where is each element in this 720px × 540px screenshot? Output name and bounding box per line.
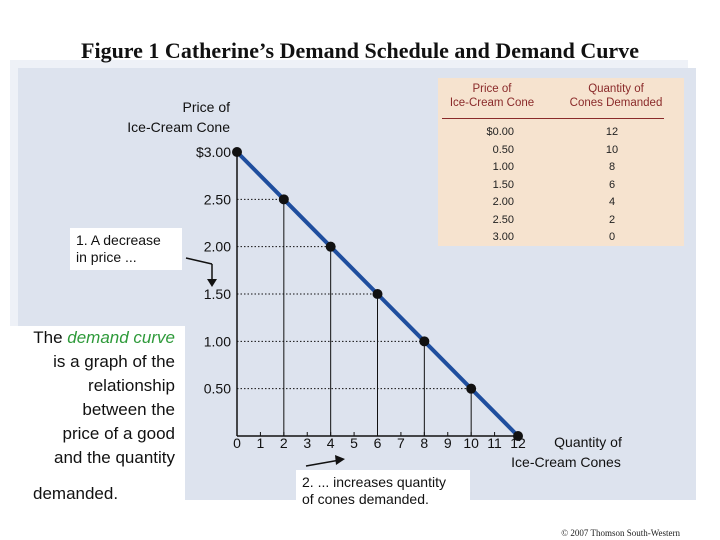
table-quantity-column: 12 10 8 6 4 2 0 [586, 124, 638, 247]
table-cell-quantity: 0 [608, 231, 616, 243]
demand-point [513, 431, 523, 441]
price-down-arrowhead [207, 279, 217, 287]
table-cell-price: 1.00 [492, 161, 514, 173]
quantity-right-arrow [305, 459, 341, 467]
y-tick-label: 1.50 [204, 286, 231, 302]
definition-line-1: The demand curve [0, 326, 175, 350]
table-cell-quantity: 10 [605, 143, 619, 156]
table-header-quantity-line1: Quantity of [588, 83, 644, 95]
definition-last-line: demanded. [33, 484, 119, 503]
axes [236, 148, 522, 437]
table-cell-price: 1.50 [492, 178, 514, 191]
demand-point [419, 336, 430, 347]
table-header-rule [442, 118, 664, 119]
y-tick-label: 2.50 [204, 191, 231, 207]
price-decrease-note-line2: in price ... [76, 249, 137, 265]
table-cell-quantity: 4 [608, 196, 616, 208]
table-cell-price: 2.50 [492, 213, 514, 226]
definition-box: The demand curve is a graph of the relat… [0, 326, 185, 504]
x-axis-label-line1: Quantity of [554, 434, 622, 450]
x-tick-label: 1 [257, 435, 265, 451]
table-cell-quantity: 8 [608, 161, 616, 173]
price-decrease-note: 1. A decrease in price ... [70, 228, 182, 270]
demand-point [372, 289, 383, 299]
figure-title: Figure 1 Catherine’s Demand Schedule and… [81, 38, 639, 63]
definition-line: is a graph of the [53, 352, 175, 371]
quantity-right-arrowhead [335, 455, 345, 465]
table-price-column: $0.00 0.50 1.00 1.50 2.00 2.50 3.00 [458, 124, 514, 247]
definition-prefix: The [33, 328, 68, 347]
x-tick-label: 9 [444, 435, 452, 451]
x-tick-label: 2 [280, 435, 288, 451]
demand-curve-term: demand curve [67, 328, 175, 347]
y-axis-label-line2: Ice-Cream Cone [127, 119, 230, 135]
y-tick-label: $3.00 [196, 144, 231, 160]
x-tick-label: 3 [303, 435, 311, 451]
x-tick-label: 11 [487, 435, 502, 451]
table-cell-quantity: 6 [608, 178, 616, 191]
data-points [232, 147, 523, 441]
x-tick-label: 4 [327, 435, 335, 451]
annotation-arrows [185, 257, 345, 467]
y-axis-label-line1: Price of [183, 99, 231, 115]
demand-point [466, 383, 477, 394]
table-header-price-line2: Ice-Cream Cone [449, 97, 535, 109]
price-decrease-note-line1: 1. A decrease [76, 232, 161, 248]
table-cell-price: $0.00 [486, 126, 514, 138]
quantity-increase-note-line1: 2. ... increases quantity [302, 474, 446, 490]
y-tick-label: 1.00 [204, 333, 231, 349]
tick-labels: $3.00 2.50 2.00 1.50 1.00 0.50 0 1 2 3 4 5 6 7 8 9 10 11 1… [196, 144, 526, 451]
definition-line: relationship [88, 376, 175, 395]
demand-point [232, 147, 242, 157]
copyright-notice: © 2007 Thomson South-Western [561, 528, 680, 538]
x-axis-label-line2: Ice-Cream Cones [511, 454, 621, 470]
definition-line: price of a good [62, 424, 175, 443]
definition-line: and the quantity [54, 448, 175, 467]
y-tick-label: 0.50 [204, 381, 231, 397]
guide-lines [237, 198, 472, 436]
y-tick-label: 2.00 [204, 239, 231, 255]
quantity-increase-note: 2. ... increases quantity of cones deman… [296, 470, 470, 512]
x-tick-label: 6 [374, 435, 382, 451]
definition-line: between the [82, 400, 175, 419]
table-cell-quantity: 12 [605, 126, 619, 138]
x-tick-label: 10 [463, 435, 479, 451]
price-arrow-connector [185, 257, 213, 265]
demand-point [278, 194, 289, 205]
table-cell-quantity: 2 [608, 213, 616, 226]
x-tick-label: 5 [350, 435, 358, 451]
table-cell-price: 2.00 [492, 196, 514, 208]
table-header-quantity-line2: Cones Demanded [569, 97, 663, 109]
demand-point [325, 241, 336, 252]
demand-schedule-table: Price of Ice-Cream Cone Quantity of Cone… [438, 78, 684, 246]
table-header-quantity: Quantity of Cones Demanded [556, 82, 676, 110]
table-header-price-line1: Price of [472, 83, 512, 95]
table-cell-price: 3.00 [492, 231, 514, 243]
x-tick-label: 7 [397, 435, 405, 451]
table-cell-price: 0.50 [492, 143, 514, 156]
quantity-increase-note-line2: of cones demanded. [302, 491, 429, 507]
table-header-price: Price of Ice-Cream Cone [438, 82, 546, 110]
x-tick-label: 0 [233, 435, 241, 451]
x-tick-label: 8 [420, 435, 428, 451]
